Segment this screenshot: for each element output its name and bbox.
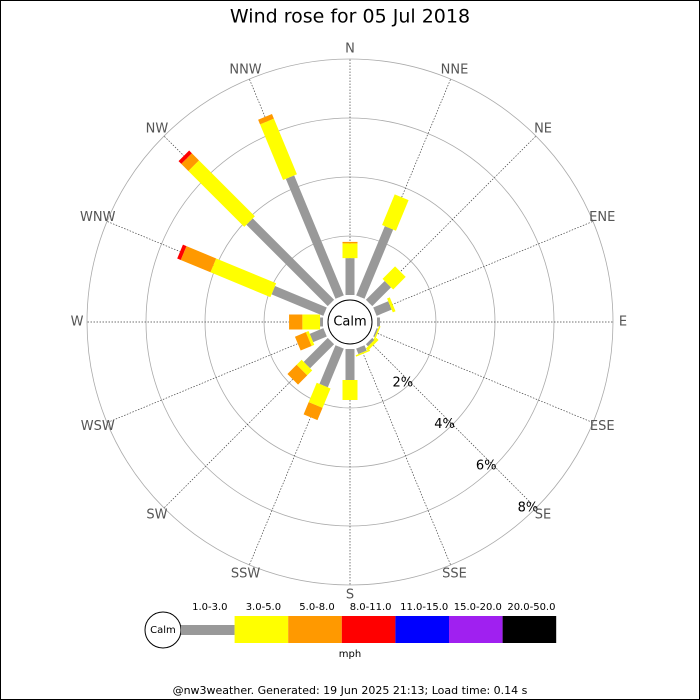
direction-label: WSW — [81, 419, 115, 434]
legend-label: 20.0-50.0 — [507, 602, 555, 613]
legend-swatch — [288, 616, 342, 643]
bar-segment — [387, 297, 396, 313]
bar-segment — [258, 114, 274, 125]
legend-swatch — [449, 616, 503, 643]
legend-label: 15.0-20.0 — [454, 602, 502, 613]
bar-segment — [373, 328, 379, 338]
legend-swatch — [181, 625, 235, 635]
direction-label: NW — [146, 121, 169, 136]
legend-swatch — [395, 616, 449, 643]
direction-label: ESE — [590, 419, 615, 434]
legend-label: 3.0-5.0 — [246, 602, 281, 613]
ring — [263, 235, 437, 409]
bar-segment — [303, 402, 323, 421]
bar-segment — [188, 160, 255, 227]
bar-segment — [373, 325, 381, 341]
direction-label: ENE — [589, 210, 615, 225]
bar-segment — [365, 337, 379, 351]
direction-label: NNW — [229, 62, 261, 77]
direction-label: SE — [535, 508, 551, 523]
direction-label: SSW — [231, 567, 261, 582]
bar-segment — [287, 364, 308, 385]
r-tick-label: 2% — [392, 375, 413, 390]
legend-label: 1.0-3.0 — [192, 602, 227, 613]
legend-calm-label: Calm — [150, 625, 176, 636]
bar-segment — [355, 349, 371, 357]
bar-segment — [180, 246, 217, 273]
direction-label: E — [619, 315, 627, 330]
direction-label: SW — [146, 508, 167, 523]
calm-label: Calm — [333, 315, 366, 330]
bar-segment — [305, 331, 315, 347]
bar-segment — [178, 150, 192, 164]
calm-circle — [327, 299, 373, 345]
legend-label: 5.0-8.0 — [299, 602, 334, 613]
bar-segment — [177, 244, 187, 261]
bar-segment — [309, 328, 327, 343]
direction-label: SSE — [442, 567, 467, 582]
bar-segment — [356, 345, 367, 355]
bar-segment — [365, 280, 392, 307]
legend-unit: mph — [339, 649, 361, 660]
direction-label: WNW — [80, 210, 116, 225]
bar-segment — [181, 153, 199, 171]
ring — [86, 58, 614, 586]
legend-swatch — [502, 616, 557, 643]
bar-segment — [356, 226, 394, 299]
bar-segment — [260, 118, 297, 181]
bar-segment — [373, 301, 392, 316]
legend-label: 11.0-15.0 — [400, 602, 448, 613]
legend-label: 8.0-11.0 — [350, 602, 392, 613]
spoke — [374, 332, 594, 423]
bar-segment — [365, 337, 375, 347]
bar-segment — [382, 266, 406, 290]
r-tick-label: 8% — [518, 500, 539, 515]
r-tick-label: 6% — [476, 459, 497, 474]
direction-label: S — [346, 588, 354, 603]
bar-segment — [308, 382, 331, 408]
bar-segment — [319, 345, 344, 388]
bar-segment — [285, 175, 344, 299]
legend-swatch — [234, 616, 289, 643]
spoke — [368, 340, 537, 509]
direction-label: NNE — [441, 62, 469, 77]
bar-segment — [210, 258, 277, 298]
bar-segment — [303, 337, 335, 369]
bar-segment — [294, 332, 312, 351]
spoke — [374, 221, 594, 312]
footer: @nw3weather. Generated: 19 Jun 2025 21:1… — [173, 684, 528, 697]
bar-segment — [296, 359, 313, 376]
direction-label: N — [345, 42, 355, 57]
direction-label: W — [71, 315, 84, 330]
chart-title: Wind rose for 05 Jul 2018 — [230, 6, 470, 28]
legend-swatch — [341, 616, 396, 643]
bar-segment — [382, 194, 409, 231]
spoke — [106, 332, 326, 423]
bar-segment — [246, 218, 335, 307]
bar-segment — [271, 286, 327, 316]
direction-label: NE — [534, 121, 552, 136]
spoke — [360, 346, 451, 566]
r-tick-label: 4% — [434, 417, 455, 432]
